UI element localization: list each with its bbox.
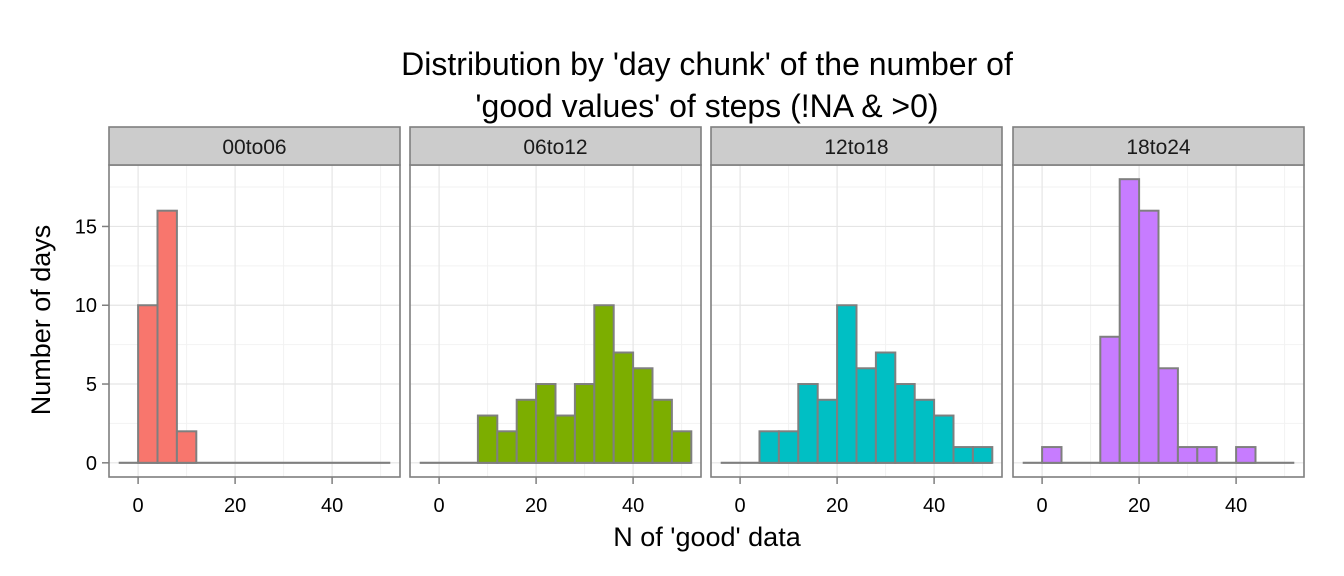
x-axis-title: N of 'good' data bbox=[613, 522, 801, 552]
histogram-bar bbox=[156, 209, 178, 464]
histogram-bar bbox=[1235, 446, 1257, 464]
histogram-bar bbox=[1118, 178, 1141, 464]
facet-panels: 00to06 0 20 40 06to12 0 20 40 12to18 0 20 40 18to24 0… bbox=[108, 126, 1305, 517]
facet-panel-06to12: 06to12 0 20 40 bbox=[409, 126, 702, 517]
facet-strip bbox=[1012, 126, 1305, 166]
y-axis: 0 5 10 15 bbox=[75, 216, 109, 475]
y-tick-label: 15 bbox=[75, 216, 97, 238]
histogram-bar bbox=[1196, 446, 1218, 464]
histogram-bar bbox=[593, 304, 615, 464]
histogram-bar bbox=[758, 430, 780, 464]
facet-strip bbox=[108, 126, 401, 166]
facet-panel-18to24: 18to24 0 20 40 bbox=[1012, 126, 1305, 517]
histogram-bar bbox=[1041, 446, 1063, 464]
histogram-bar bbox=[137, 304, 159, 464]
histogram-bar bbox=[1176, 446, 1199, 464]
histogram-bar bbox=[612, 351, 635, 464]
y-tick-label: 0 bbox=[86, 453, 97, 475]
x-tick-label: 20 bbox=[224, 495, 246, 517]
histogram-bar bbox=[913, 398, 936, 464]
histogram-bar bbox=[632, 367, 654, 464]
histogram-bar bbox=[515, 398, 538, 464]
facet-strip bbox=[409, 126, 702, 166]
chart-title-line-1: Distribution by 'day chunk' of the numbe… bbox=[401, 46, 1013, 82]
x-tick-label: 40 bbox=[321, 495, 343, 517]
facet-strip bbox=[710, 126, 1003, 166]
histogram-bar bbox=[1157, 367, 1179, 464]
y-tick-label: 5 bbox=[86, 374, 97, 396]
facet-panel-00to06: 00to06 0 20 40 bbox=[108, 126, 401, 517]
x-tick-label: 0 bbox=[1037, 495, 1048, 517]
x-tick-label: 0 bbox=[133, 495, 144, 517]
x-tick-label: 0 bbox=[434, 495, 445, 517]
histogram-bar bbox=[573, 383, 596, 464]
x-tick-label: 20 bbox=[1128, 495, 1150, 517]
histogram-bar bbox=[777, 430, 800, 464]
histogram-bar bbox=[535, 383, 557, 464]
x-tick-label: 20 bbox=[525, 495, 547, 517]
x-tick-label: 0 bbox=[735, 495, 746, 517]
histogram-bar bbox=[933, 414, 955, 464]
y-tick-label: 10 bbox=[75, 295, 97, 317]
histogram-bar bbox=[952, 446, 974, 464]
histogram-bar bbox=[971, 446, 994, 464]
histogram-bar bbox=[651, 398, 673, 464]
y-axis-title: Number of days bbox=[26, 225, 56, 416]
facet-strip-label: 00to06 bbox=[222, 136, 286, 159]
histogram-bar bbox=[1099, 335, 1121, 464]
x-tick-label: 20 bbox=[826, 495, 848, 517]
facet-strip-label: 06to12 bbox=[523, 136, 587, 159]
histogram-bar bbox=[797, 383, 819, 464]
histogram-bar bbox=[874, 351, 897, 464]
histogram-bar bbox=[175, 430, 198, 464]
chart-title: Distribution by 'day chunk' of the numbe… bbox=[401, 46, 1013, 124]
histogram-bar bbox=[554, 414, 576, 464]
histogram-bar bbox=[816, 398, 839, 464]
x-tick-label: 40 bbox=[923, 495, 945, 517]
histogram-bar bbox=[476, 414, 499, 464]
x-tick-label: 40 bbox=[1225, 495, 1247, 517]
histogram-bar bbox=[894, 383, 916, 464]
x-tick-label: 40 bbox=[622, 495, 644, 517]
histogram-bar bbox=[836, 304, 858, 464]
histogram-bar bbox=[1138, 209, 1160, 464]
histogram-bar bbox=[855, 367, 877, 464]
facet-strip-label: 18to24 bbox=[1126, 136, 1191, 159]
facet-strip-label: 12to18 bbox=[824, 136, 888, 159]
facet-panel-12to18: 12to18 0 20 40 bbox=[710, 126, 1003, 517]
chart-title-line-2: 'good values' of steps (!NA & >0) bbox=[475, 88, 938, 124]
histogram-bar bbox=[496, 430, 518, 464]
histogram-bar bbox=[670, 430, 693, 464]
